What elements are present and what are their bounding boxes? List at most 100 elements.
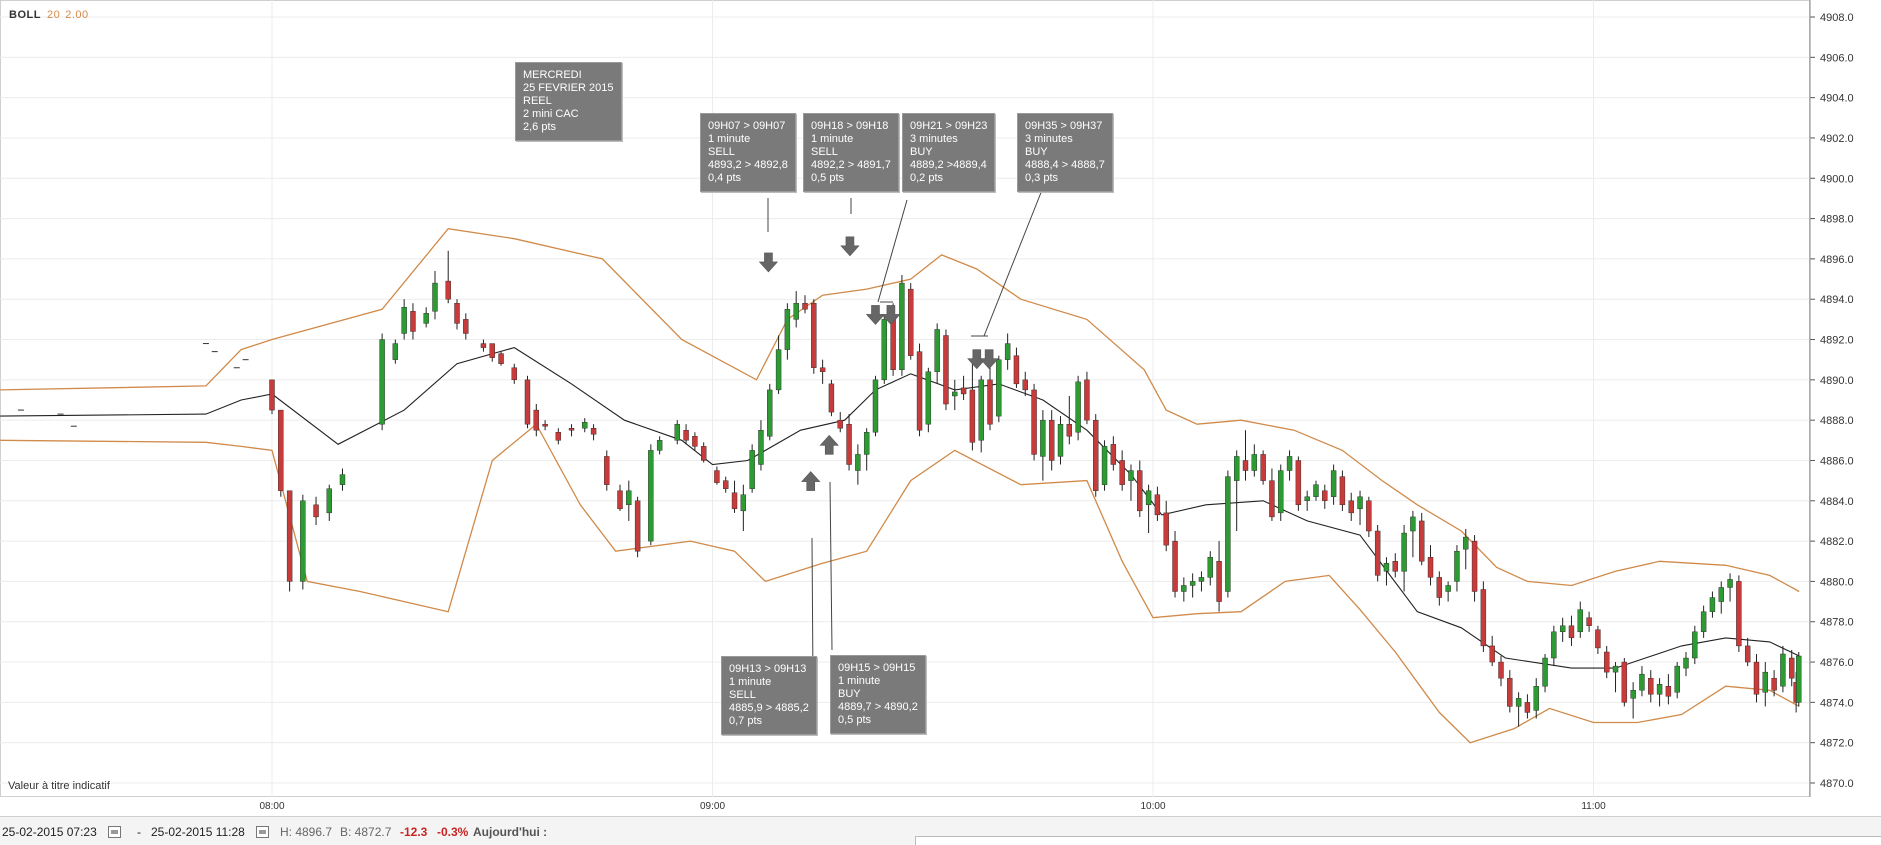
candle-body bbox=[445, 280, 451, 300]
candle-body bbox=[714, 470, 720, 483]
candle-body bbox=[908, 288, 914, 356]
y-tick-label: 4870.0 bbox=[1820, 778, 1854, 790]
date-to[interactable]: 25-02-2015 11:28 bbox=[151, 825, 245, 839]
candle-body bbox=[1736, 581, 1742, 647]
candle-body bbox=[1656, 684, 1663, 695]
candle-body bbox=[1040, 419, 1046, 457]
candle-body bbox=[1286, 456, 1293, 471]
sell-arrow-icon bbox=[840, 236, 860, 257]
annotation-connector bbox=[877, 199, 908, 303]
candle-body bbox=[925, 371, 932, 425]
candle-body bbox=[1278, 470, 1284, 514]
candle-body bbox=[828, 383, 835, 413]
candle-body bbox=[1533, 686, 1539, 711]
annotation-trade-6: 09H15 > 09H15 1 minute BUY 4889,7 > 4890… bbox=[830, 655, 926, 734]
candle-body bbox=[1489, 645, 1495, 663]
date-from[interactable]: 25-02-2015 07:23 bbox=[2, 825, 97, 839]
candle-body bbox=[1709, 597, 1716, 612]
candle-body bbox=[1057, 423, 1064, 457]
candle-body bbox=[1207, 557, 1213, 578]
candle-body bbox=[626, 490, 632, 506]
candle-body bbox=[401, 307, 407, 334]
candle-body bbox=[1445, 585, 1451, 592]
candle-body bbox=[1471, 540, 1478, 592]
candle-body bbox=[1383, 563, 1390, 572]
candle-body bbox=[1789, 657, 1795, 679]
candle-body bbox=[1189, 581, 1196, 586]
calendar-icon[interactable] bbox=[108, 826, 121, 838]
y-tick-label: 4874.0 bbox=[1820, 697, 1854, 709]
series-line-lower bbox=[0, 423, 1800, 744]
candle-body bbox=[648, 450, 654, 542]
candle-body bbox=[960, 387, 967, 395]
y-tick-label: 4882.0 bbox=[1820, 536, 1854, 548]
candle-body bbox=[1718, 587, 1724, 602]
candle-body bbox=[1639, 673, 1645, 691]
candle-body bbox=[1542, 657, 1548, 687]
candle-body bbox=[1172, 540, 1178, 592]
candle-body bbox=[1048, 419, 1055, 461]
indicator-label[interactable]: BOLL 20 2.00 bbox=[9, 9, 89, 21]
candle-body bbox=[1796, 655, 1802, 703]
candle-body bbox=[1233, 456, 1240, 481]
annotation-summary: MERCREDI 25 FEVRIER 2015 REEL 2 mini CAC… bbox=[515, 62, 622, 141]
candle-body bbox=[1515, 698, 1522, 707]
candle-body bbox=[524, 379, 531, 425]
candle-body bbox=[846, 423, 852, 465]
candle-body bbox=[916, 351, 923, 431]
candle-body bbox=[969, 389, 976, 443]
candle-body bbox=[1401, 532, 1407, 572]
candle-body bbox=[899, 282, 905, 370]
candle-body bbox=[1110, 444, 1117, 465]
candle-body bbox=[987, 379, 993, 425]
candle-body bbox=[1753, 661, 1760, 695]
candle-body bbox=[952, 391, 958, 397]
y-tick-label: 4890.0 bbox=[1820, 375, 1854, 387]
today-label[interactable]: Aujourd'hui : bbox=[473, 825, 548, 839]
candle-body bbox=[286, 490, 293, 582]
sell-arrow-icon bbox=[967, 349, 987, 370]
y-tick-label: 4880.0 bbox=[1820, 576, 1854, 588]
candle-body bbox=[1093, 419, 1099, 491]
sell-arrow-icon bbox=[979, 349, 999, 370]
indicator-name: BOLL bbox=[9, 9, 41, 21]
bollinger-chart[interactable]: 4870.0 4872.0 4874.0 4876.0 4878.0 4880.0 4882… bbox=[0, 0, 1881, 816]
candle-body bbox=[313, 504, 319, 518]
y-tick-label: 4892.0 bbox=[1820, 335, 1854, 347]
annotation-trade-4: 09H35 > 09H37 3 minutes BUY 4888,4 > 488… bbox=[1017, 113, 1113, 192]
candle-body bbox=[1128, 470, 1134, 481]
annotation-trade-3: 09H21 > 09H23 3 minutes BUY 4889,2 >4889… bbox=[902, 113, 996, 192]
candle-body bbox=[1595, 629, 1601, 649]
candle-body bbox=[1145, 490, 1152, 506]
y-tick-label: 4876.0 bbox=[1820, 657, 1854, 669]
candle-body bbox=[1295, 460, 1302, 506]
candle-body bbox=[1630, 690, 1636, 699]
x-tick-label: 08:00 bbox=[259, 801, 284, 812]
calendar-icon[interactable] bbox=[256, 826, 269, 838]
candle-body bbox=[454, 303, 460, 324]
candle-body bbox=[326, 488, 332, 514]
candle-body bbox=[767, 389, 773, 437]
candle-body bbox=[872, 379, 879, 433]
candle-body bbox=[269, 379, 275, 411]
candle-body bbox=[1181, 585, 1187, 592]
candle-body bbox=[1348, 500, 1354, 514]
candle-body bbox=[379, 339, 385, 425]
candle-body bbox=[934, 329, 940, 372]
candle-body bbox=[943, 335, 949, 405]
candle-body bbox=[300, 500, 306, 582]
candle-body bbox=[1225, 476, 1231, 592]
candle-body bbox=[480, 343, 487, 348]
candle-body bbox=[692, 436, 698, 447]
candle-body bbox=[590, 428, 597, 435]
candle-body bbox=[1762, 671, 1768, 693]
low-value: B: 4872.7 bbox=[340, 825, 392, 839]
candle-body bbox=[1612, 665, 1619, 673]
candle-body bbox=[511, 367, 517, 381]
candle-body bbox=[278, 409, 284, 491]
candle-body bbox=[1454, 550, 1460, 582]
candle-body bbox=[634, 500, 641, 552]
candle-body bbox=[392, 343, 399, 360]
candle-body bbox=[1154, 494, 1161, 516]
